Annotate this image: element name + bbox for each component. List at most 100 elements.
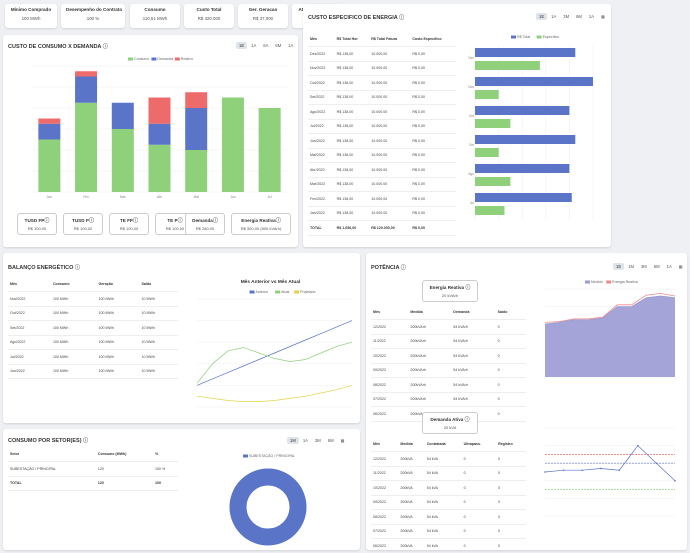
period-pill[interactable]: 6M (650, 263, 663, 270)
table-cell: 10.000,00 (371, 124, 388, 129)
period-pill[interactable]: 1A (248, 42, 260, 49)
table-cell: 0 (463, 500, 466, 505)
demanda-ativa-box[interactable]: Demanda Ativa ⓘ 20 kVA (422, 412, 478, 434)
table-row: Fev/2022 R$ 138,00 10.000,00 R$ 0,00 (308, 192, 456, 206)
period-pill[interactable]: 6M (573, 13, 585, 20)
period-pill[interactable]: 1E (613, 263, 625, 270)
tariff-label: TUSD FP (24, 218, 45, 223)
bar-segment[interactable] (185, 108, 208, 150)
period-pill[interactable]: 1A (285, 42, 297, 49)
period-pill[interactable]: 6M (272, 42, 285, 49)
calendar-icon[interactable]: ▦ (675, 263, 686, 270)
legend-swatch (151, 57, 157, 61)
period-pill[interactable]: 3M (637, 263, 650, 270)
table-cell: 10.000,00 (371, 138, 388, 143)
period-pill[interactable]: 3M (560, 13, 573, 20)
calendar-icon[interactable]: ▦ (337, 437, 348, 444)
energia-reativa-box[interactable]: Energia Reativa ⓘ 20 kVArh (422, 280, 478, 302)
tariff-button-5[interactable]: Energia Reativa ⓘ R$ 300,00 (800 kVArh) (231, 213, 291, 235)
period-pill[interactable]: 1E (536, 13, 548, 20)
bar[interactable] (475, 106, 570, 115)
table-cell: 200kVA (400, 500, 413, 505)
bar-segment[interactable] (258, 108, 281, 192)
donut-slice[interactable] (229, 468, 307, 546)
legend-label: Demanda (157, 57, 173, 61)
period-pill[interactable]: 6M (324, 437, 337, 444)
data-point[interactable] (544, 471, 546, 473)
bar-segment[interactable] (185, 92, 208, 108)
bar-segment[interactable] (75, 102, 98, 192)
setor-table: Setor Consumo (MWh)% SUBESTAÇÃO / PRINCIPA… (8, 447, 178, 491)
tariff-value: R$ 300,00 (800 kVArh) (240, 226, 282, 231)
bar[interactable] (475, 119, 511, 128)
bar-segment[interactable] (111, 129, 134, 192)
tariff-label: Energia Reativa (241, 218, 276, 223)
data-point[interactable] (618, 469, 621, 472)
period-pill[interactable]: 3M (311, 437, 324, 444)
bar[interactable] (475, 164, 570, 173)
table-cell: 11/2022 (373, 339, 386, 344)
tariff-button-0[interactable]: TUSD FP ⓘ R$ 100,00 (17, 213, 57, 235)
table-cell: 12/2022 (373, 456, 386, 461)
table-header: Setor (10, 452, 20, 456)
period-pill[interactable]: 1A (548, 13, 560, 20)
table-total-cell: 100 (155, 481, 162, 486)
tariff-button-4[interactable]: Demanda ⓘ R$ 280,00 (185, 213, 225, 235)
kpi-title: Custo Total (196, 7, 222, 12)
data-point[interactable] (581, 469, 583, 472)
table-header: Geração (98, 282, 113, 286)
bar-segment[interactable] (148, 123, 171, 145)
table-total-cell: R$ 120.000,00 (371, 225, 395, 230)
bar[interactable] (475, 177, 511, 186)
bar[interactable] (475, 48, 576, 57)
data-point[interactable] (637, 444, 639, 447)
bar[interactable] (475, 77, 593, 86)
data-point[interactable] (562, 469, 565, 472)
period-pill[interactable]: 1A (299, 437, 311, 444)
x-tick-label: Mar (120, 195, 127, 199)
table-cell: R$ 138,00 (336, 80, 354, 85)
bar-segment[interactable] (38, 118, 61, 124)
table-cell: 54 kVA (426, 514, 439, 519)
potencia-title: POTÊNCIA ⓘ (371, 265, 406, 271)
tariff-value: R$ 100,00 (119, 226, 139, 231)
bar[interactable] (475, 90, 499, 99)
table-cell: 0 (497, 411, 500, 416)
bar-segment[interactable] (185, 150, 208, 192)
bar-segment[interactable] (148, 97, 171, 124)
bar-segment[interactable] (38, 139, 61, 193)
period-pill[interactable]: 1M (625, 263, 637, 270)
period-pill[interactable]: 6A (260, 42, 272, 49)
tariff-button-1[interactable]: TUSD P ⓘ R$ 100,00 (63, 213, 103, 235)
info-icon: ⓘ (465, 285, 471, 291)
period-pill[interactable]: 1M (287, 437, 299, 444)
calendar-icon[interactable]: ▦ (598, 13, 608, 20)
bar[interactable] (475, 61, 540, 70)
period-pill[interactable]: 1A (663, 263, 675, 270)
calendar-icon[interactable]: ▦ (297, 42, 298, 49)
table-cell: R$ 0,00 (412, 80, 425, 85)
period-pill[interactable]: 1E (236, 42, 248, 49)
data-point[interactable] (599, 467, 602, 470)
period-pill[interactable]: 1A (585, 13, 598, 20)
bar[interactable] (475, 135, 576, 144)
table-cell: R$ 138,00 (336, 124, 354, 129)
bar[interactable] (475, 148, 499, 157)
bar-segment[interactable] (221, 97, 244, 193)
tariff-label: TE P (167, 218, 178, 223)
tariff-button-2[interactable]: TE FP ⓘ R$ 100,00 (109, 213, 149, 235)
info-icon: ⓘ (212, 218, 218, 224)
bar-segment[interactable] (111, 102, 134, 129)
bar-segment[interactable] (38, 123, 61, 140)
bar[interactable] (475, 193, 572, 202)
table-header: Contratada (426, 442, 446, 446)
bar-segment[interactable] (75, 71, 98, 77)
tariff-label: TE FP (119, 218, 133, 223)
bar-segment[interactable] (75, 76, 98, 103)
bar[interactable] (475, 206, 505, 215)
table-cell: 0 (463, 485, 466, 490)
bar-segment[interactable] (148, 144, 171, 192)
table-cell: 08/2022 (373, 514, 386, 519)
data-point[interactable] (674, 480, 676, 482)
info-icon: ⓘ (83, 438, 89, 444)
